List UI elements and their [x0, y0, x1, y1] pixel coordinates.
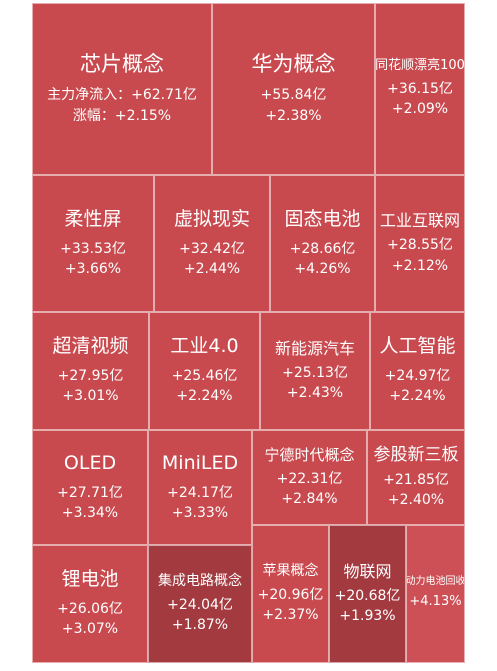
tile-neeq[interactable]: 参股新三板 +21.85亿 +2.40% — [367, 430, 465, 525]
tile-line-primary: +24.17亿 — [167, 484, 233, 501]
tile-name: 苹果概念 — [262, 562, 319, 579]
tile-name: 集成电路概念 — [158, 572, 242, 589]
tile-line-secondary: +3.07% — [61, 621, 119, 638]
tile-name: 同花顺漂亮100 — [375, 58, 465, 74]
tile-catl[interactable]: 宁德时代概念 +22.31亿 +2.84% — [252, 430, 367, 525]
tile-line-secondary: +2.12% — [391, 257, 449, 274]
tile-line-primary: 主力净流入：+62.71亿 — [47, 87, 197, 104]
tile-line-primary: +32.42亿 — [179, 240, 245, 257]
tile-apple[interactable]: 苹果概念 +20.96亿 +2.37% — [252, 525, 329, 663]
tile-ic[interactable]: 集成电路概念 +24.04亿 +1.87% — [148, 545, 252, 663]
tile-name: 锂电池 — [61, 568, 119, 591]
tile-name: 参股新三板 — [373, 444, 459, 465]
tile-name: 人工智能 — [379, 335, 456, 358]
tile-name: 宁德时代概念 — [264, 445, 355, 464]
tile-line-primary: +26.06亿 — [57, 601, 123, 618]
tile-line-primary: +24.97亿 — [384, 368, 451, 385]
tile-line-secondary: +1.93% — [339, 608, 396, 625]
tile-name: 超清视频 — [52, 335, 129, 358]
tile-battery-recycle[interactable]: 动力电池回收 +4.13% — [406, 525, 465, 663]
tile-line-primary: +22.31亿 — [276, 470, 343, 487]
tile-name: MiniLED — [161, 451, 239, 474]
tile-line-secondary: +3.01% — [62, 388, 119, 405]
tile-ths100[interactable]: 同花顺漂亮100 +36.15亿 +2.09% — [375, 3, 465, 175]
tile-name: OLED — [63, 451, 117, 474]
tile-name: 固态电池 — [284, 207, 361, 230]
tile-line-primary: +20.96亿 — [257, 586, 324, 603]
tile-chip[interactable]: 芯片概念主力净流入：+62.71亿 涨幅：+2.15% — [32, 3, 212, 175]
tile-line-secondary: +2.24% — [389, 388, 446, 405]
tile-line-primary: +20.68亿 — [334, 587, 401, 604]
tile-line-primary: +55.84亿 — [260, 87, 327, 104]
tile-line-primary: +25.13亿 — [282, 364, 348, 381]
tile-line-secondary: +4.26% — [294, 260, 351, 277]
tile-name: 新能源汽车 — [274, 338, 355, 358]
tile-industrial-internet[interactable]: 工业互联网 +28.55亿 +2.12% — [375, 175, 465, 312]
tile-name: 柔性屏 — [64, 207, 122, 230]
tile-vr[interactable]: 虚拟现实 +32.42亿 +2.44% — [154, 175, 270, 312]
tile-lithium[interactable]: 锂电池 +26.06亿 +3.07% — [32, 545, 148, 663]
tile-name: 华为概念 — [251, 52, 336, 77]
tile-line-primary: +27.71亿 — [57, 484, 123, 501]
tile-line-secondary: +2.37% — [262, 606, 319, 623]
tile-line-primary: +33.53亿 — [60, 240, 126, 257]
tile-line-secondary: +2.40% — [387, 492, 445, 509]
tile-iot[interactable]: 物联网 +20.68亿 +1.93% — [329, 525, 406, 663]
tile-nev[interactable]: 新能源汽车 +25.13亿 +2.43% — [260, 312, 370, 430]
tile-line-primary: +24.04亿 — [167, 596, 233, 613]
tile-line-primary: +25.46亿 — [171, 368, 238, 385]
tile-line-secondary: +2.43% — [286, 385, 344, 402]
tile-name: 工业互联网 — [379, 211, 460, 231]
tile-huawei[interactable]: 华为概念 +55.84亿 +2.38% — [212, 3, 375, 175]
tile-line-primary: +28.66亿 — [289, 240, 356, 257]
tile-name: 工业4.0 — [170, 335, 239, 358]
tile-line-secondary: +2.09% — [391, 101, 449, 118]
tile-ai[interactable]: 人工智能 +24.97亿 +2.24% — [370, 312, 465, 430]
tile-oled[interactable]: OLED +27.71亿 +3.34% — [32, 430, 148, 545]
tile-line-primary: +28.55亿 — [387, 237, 453, 254]
tile-line-primary: +27.95亿 — [57, 368, 124, 385]
tile-line-secondary: +3.33% — [171, 504, 229, 521]
tile-line-secondary: 涨幅：+2.15% — [72, 107, 172, 124]
tile-line-secondary: +1.87% — [171, 616, 229, 633]
tile-name: 虚拟现实 — [173, 207, 250, 230]
tile-line-primary: +21.85亿 — [383, 471, 449, 488]
tile-flexible-screen[interactable]: 柔性屏 +33.53亿 +3.66% — [32, 175, 154, 312]
tile-uhd-video[interactable]: 超清视频 +27.95亿 +3.01% — [32, 312, 149, 430]
tile-industry40[interactable]: 工业4.0 +25.46亿 +2.24% — [149, 312, 260, 430]
tile-line-secondary: +3.66% — [64, 260, 122, 277]
tile-name: 物联网 — [343, 561, 392, 581]
tile-line-secondary: +2.84% — [281, 491, 338, 507]
tile-miniled[interactable]: MiniLED +24.17亿 +3.33% — [148, 430, 252, 545]
tile-line-secondary: +3.34% — [61, 504, 119, 521]
tile-line-primary: +36.15亿 — [387, 81, 453, 97]
tile-solid-battery[interactable]: 固态电池 +28.66亿 +4.26% — [270, 175, 375, 312]
tile-name: 动力电池回收 — [406, 576, 465, 588]
tile-line-primary: +4.13% — [409, 594, 462, 610]
tile-line-secondary: +2.44% — [183, 260, 241, 277]
tile-name: 芯片概念 — [80, 52, 164, 77]
tile-line-secondary: +2.24% — [176, 388, 233, 405]
tile-line-secondary: +2.38% — [265, 107, 322, 124]
